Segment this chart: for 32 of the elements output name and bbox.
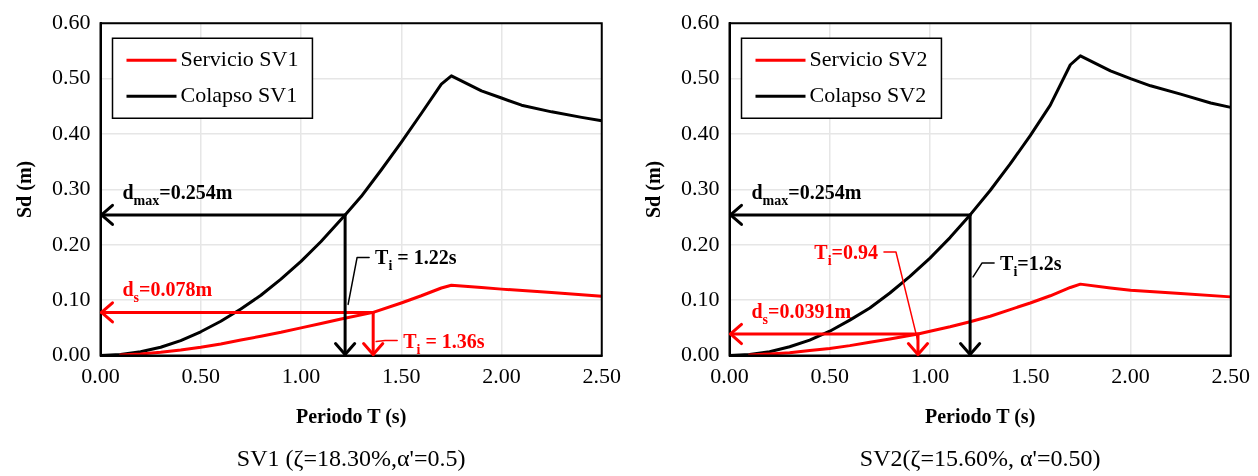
legend-label: Colapso SV1 [180,81,298,107]
x-tick-label: 2.00 [482,362,521,388]
x-tick-label: 0.50 [181,362,220,388]
y-tick-label: 0.40 [681,119,720,145]
x-tick-label: 1.50 [1011,362,1050,388]
y-tick-label: 0.20 [681,230,720,256]
x-tick-label: 0.50 [810,362,849,388]
y-tick-label: 0.30 [52,175,91,201]
y-axis-title: Sd (m) [13,160,37,219]
text: SV1 (ζ=18.30%,α'=0.5) [236,445,466,471]
x-tick-label: 2.50 [1211,362,1250,388]
x-tick-label: 1.50 [382,362,421,388]
y-tick-label: 0.50 [52,64,91,90]
legend-label: Servicio SV1 [180,45,299,71]
legend-label: Colapso SV2 [809,81,927,107]
text: SV2(ζ=15.60%, α'=0.50) [859,445,1101,471]
x-axis-title: Periodo T (s) [924,405,1036,429]
y-tick-label: 0.50 [681,64,720,90]
y-tick-label: 0.20 [52,230,91,256]
x-axis-title: Periodo T (s) [295,405,407,429]
y-axis-title: Sd (m) [642,160,666,219]
legend-label: Servicio SV2 [809,45,928,71]
y-tick-label: 0.60 [52,8,91,34]
y-tick-label: 0.60 [681,8,720,34]
x-tick-label: 2.50 [582,362,621,388]
x-tick-label: 2.00 [1111,362,1150,388]
x-tick-label: 1.00 [281,362,321,388]
x-tick-label: 1.00 [910,362,950,388]
y-tick-label: 0.40 [52,119,91,145]
y-tick-label: 0.10 [52,285,91,311]
y-tick-label: 0.10 [681,285,720,311]
y-tick-label: 0.30 [681,175,720,201]
